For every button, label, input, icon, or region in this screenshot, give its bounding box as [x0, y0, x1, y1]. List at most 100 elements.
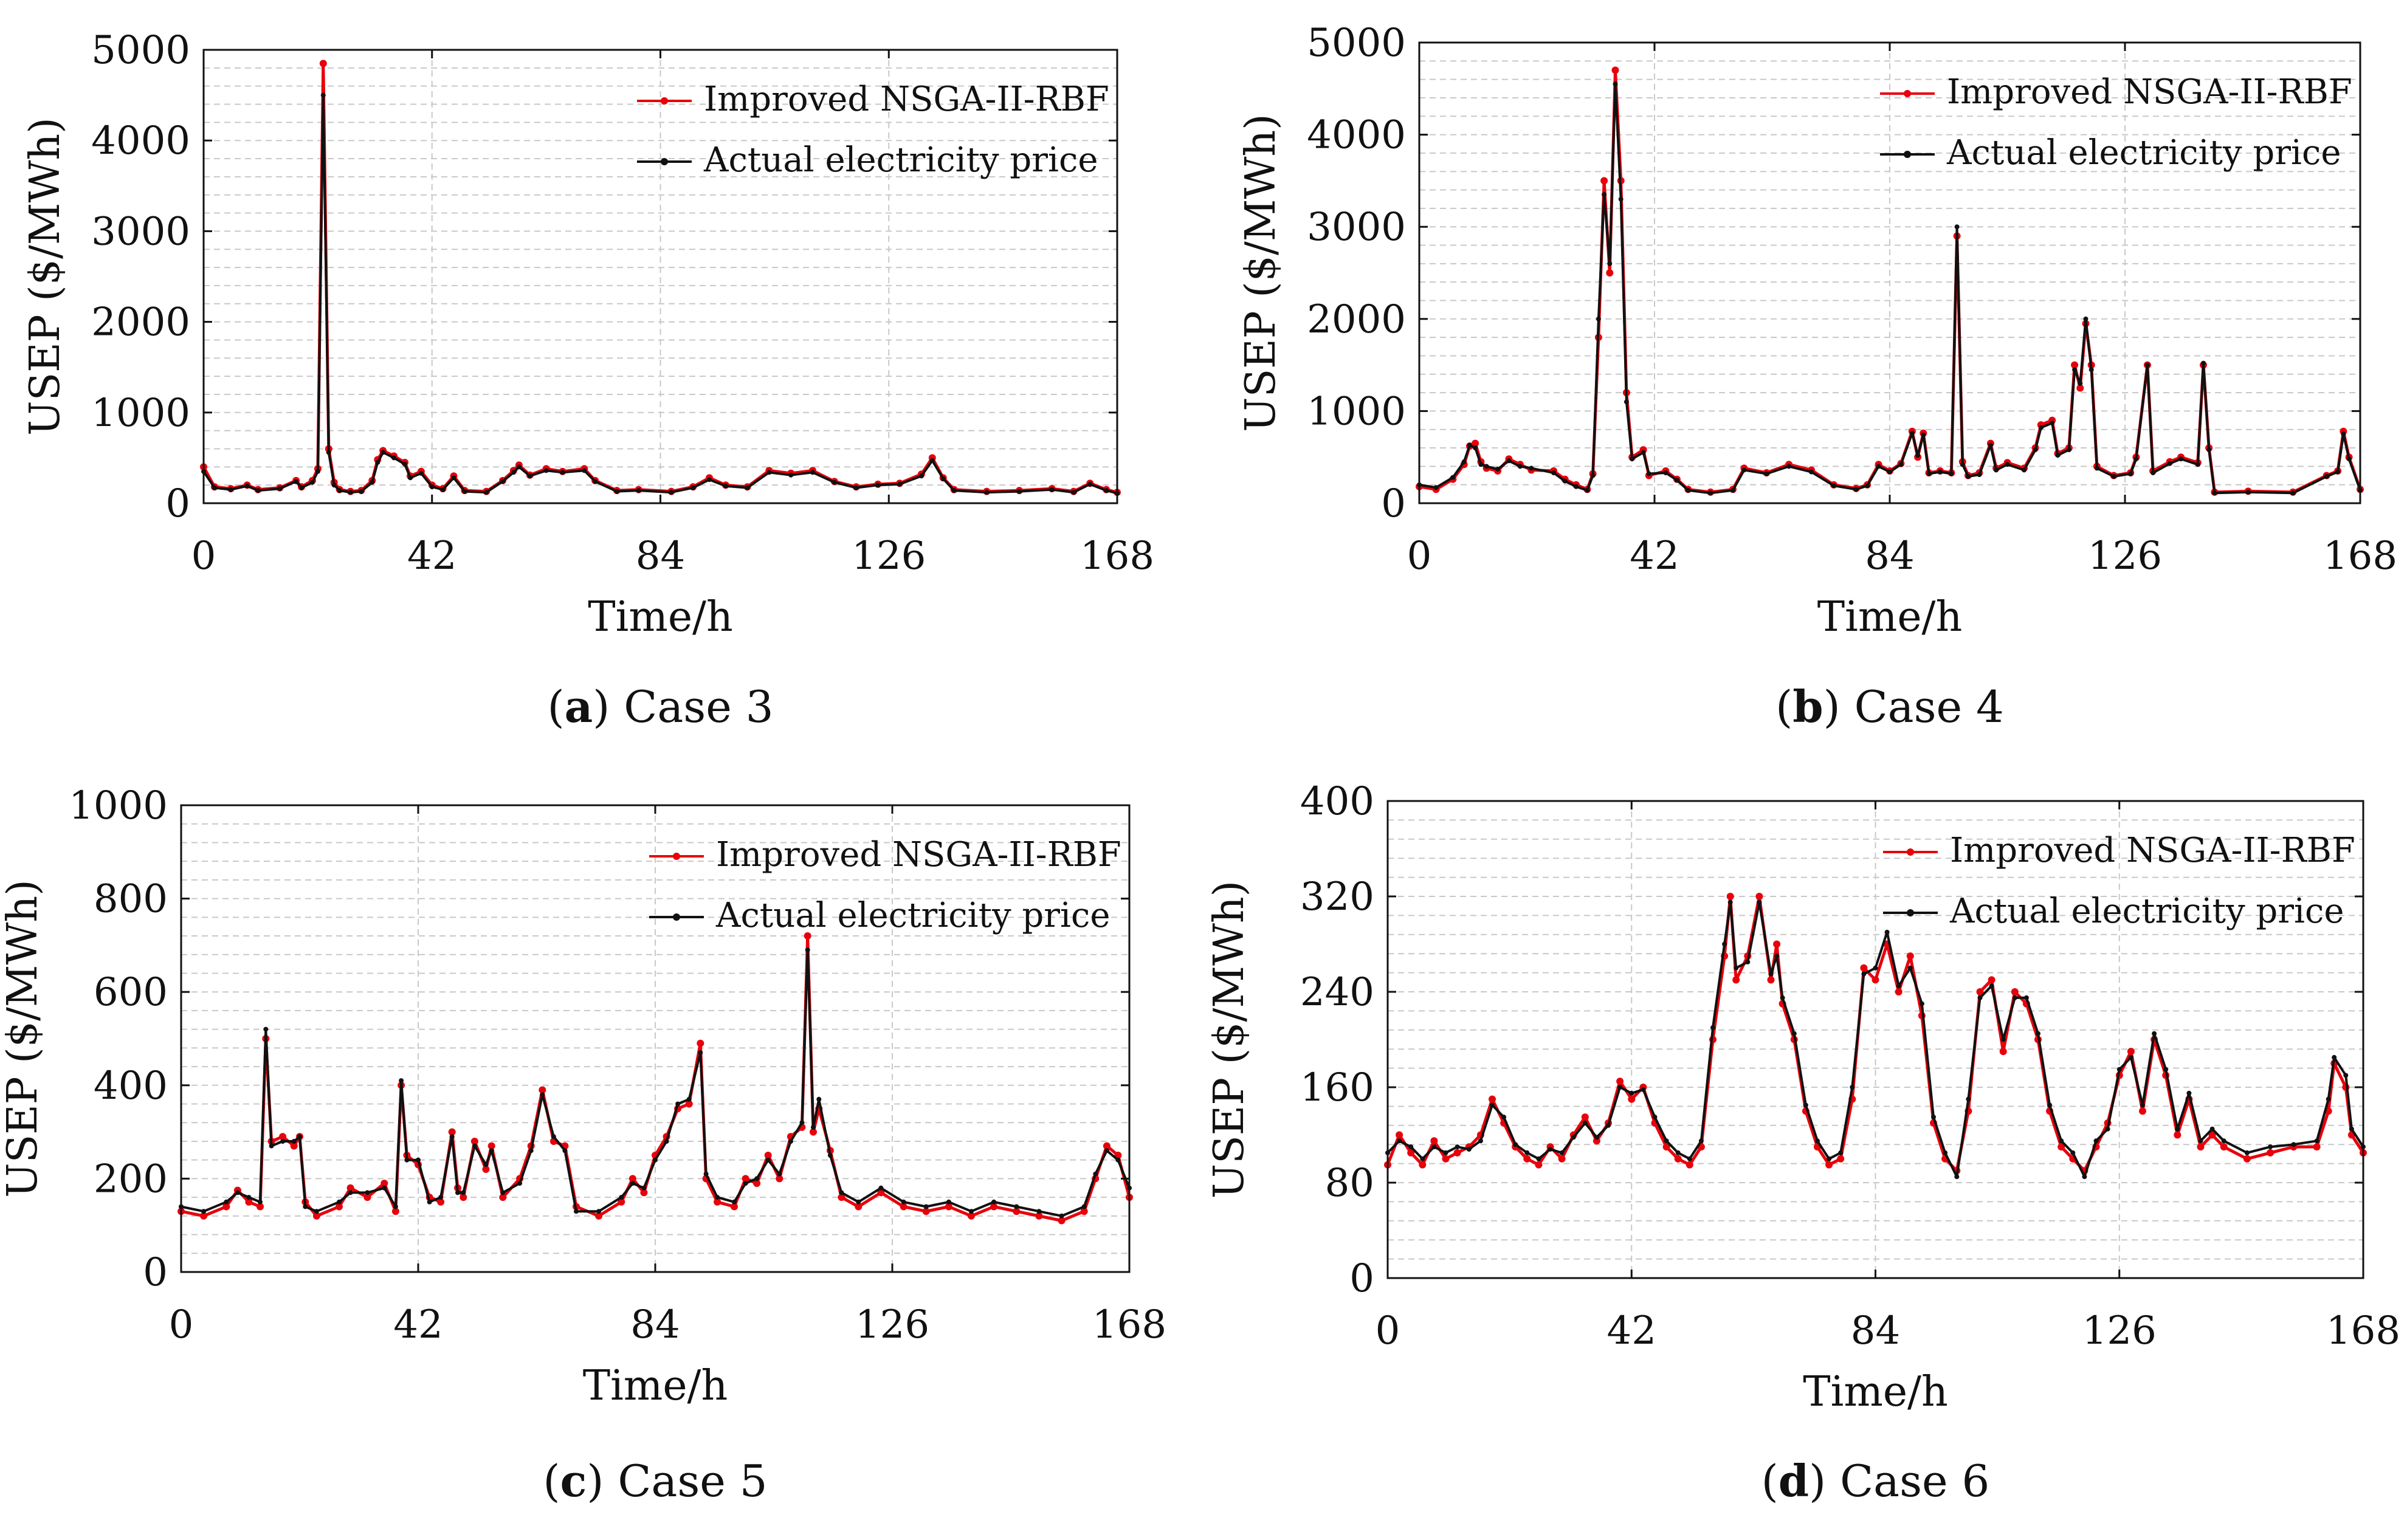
data-point	[2349, 1126, 2354, 1132]
xtick-label: 168	[1080, 534, 1154, 579]
data-point	[279, 1133, 287, 1141]
data-point	[1472, 439, 1479, 447]
xtick-label: 126	[2082, 1308, 2157, 1353]
data-point	[1764, 471, 1769, 476]
data-point	[500, 1190, 506, 1195]
data-point	[375, 459, 381, 465]
y-axis-label: USEP ($/MWh)	[1237, 114, 1285, 431]
data-point	[1773, 940, 1781, 948]
data-point	[470, 1138, 478, 1145]
data-point	[2022, 467, 2027, 473]
data-point	[1036, 1209, 1042, 1214]
data-point	[437, 1198, 445, 1206]
data-point	[1674, 478, 1679, 483]
data-point	[1628, 1095, 1636, 1103]
data-point	[856, 1199, 861, 1205]
data-point	[669, 490, 674, 495]
data-point	[511, 470, 516, 475]
data-point	[222, 1203, 230, 1211]
data-point	[1767, 976, 1775, 984]
panel-caption: (a) Case 3	[548, 681, 774, 732]
data-point	[1915, 453, 1921, 458]
data-point	[832, 480, 837, 485]
data-point	[303, 1204, 308, 1209]
data-point	[1594, 1135, 1599, 1140]
data-point	[391, 455, 397, 461]
data-point	[618, 1198, 625, 1206]
data-point	[1641, 450, 1646, 455]
data-point	[2245, 489, 2251, 495]
data-point	[2023, 995, 2029, 1000]
data-point	[1884, 929, 1890, 935]
data-point	[370, 480, 375, 485]
data-point	[1478, 1138, 1483, 1144]
series-line	[1386, 901, 2364, 1178]
series-line	[181, 934, 1131, 1222]
ytick-label: 160	[1300, 1065, 1374, 1110]
data-point	[280, 1139, 286, 1144]
data-point	[1860, 964, 1868, 972]
data-point	[1071, 490, 1076, 495]
data-point	[595, 1212, 603, 1220]
data-point	[1466, 1147, 1472, 1152]
data-point	[951, 488, 957, 493]
panel-letter: d	[1779, 1455, 1809, 1507]
data-point	[1732, 976, 1740, 984]
data-point	[255, 488, 261, 493]
ytick-label: 4000	[91, 119, 190, 163]
x-axis-label: Time/h	[1803, 1368, 1948, 1416]
data-point	[1115, 1157, 1121, 1163]
data-point	[314, 1209, 319, 1214]
data-point	[517, 1181, 523, 1186]
data-point	[827, 1153, 833, 1158]
data-point	[2326, 1096, 2331, 1102]
data-point	[483, 1162, 489, 1167]
data-point	[2071, 361, 2079, 369]
data-point	[743, 1181, 748, 1186]
data-point	[1999, 1048, 2007, 1056]
data-point	[754, 1176, 760, 1181]
data-point	[1734, 965, 1739, 971]
data-point	[1396, 1131, 1403, 1139]
data-point	[1994, 467, 1999, 473]
xtick-label: 84	[1851, 1308, 1900, 1353]
data-point	[2150, 470, 2156, 475]
data-point	[418, 470, 424, 476]
data-point	[277, 486, 283, 492]
data-point	[766, 470, 772, 475]
data-point	[348, 490, 353, 495]
data-point	[1014, 1204, 1019, 1209]
data-point	[1861, 971, 1867, 977]
data-point	[990, 1203, 998, 1211]
data-point	[1664, 1138, 1669, 1144]
data-point	[1501, 1115, 1507, 1120]
data-point	[337, 488, 342, 493]
xtick-label: 126	[2088, 534, 2162, 579]
legend-label: Actual electricity price	[1949, 892, 2344, 931]
ytick-label: 3000	[1307, 205, 1406, 250]
data-point	[416, 1157, 421, 1163]
data-point	[391, 1208, 399, 1215]
data-point	[2206, 447, 2212, 453]
data-point	[320, 92, 326, 98]
data-point	[2267, 1149, 2274, 1157]
data-point	[1652, 1115, 1658, 1120]
data-point	[1872, 976, 1879, 984]
legend-marker	[661, 97, 668, 105]
data-point	[1825, 1161, 1833, 1169]
data-point	[1582, 1120, 1588, 1126]
data-point	[2012, 995, 2017, 1000]
data-point	[2243, 1155, 2251, 1163]
data-point	[315, 469, 320, 474]
data-point	[2332, 1054, 2337, 1060]
legend: Improved NSGA-II-RBF Actual electricity p…	[1883, 831, 2355, 931]
data-point	[263, 1026, 269, 1032]
data-point	[427, 1199, 432, 1205]
data-point	[1722, 941, 1727, 947]
data-point	[1630, 456, 1635, 462]
data-point	[582, 468, 587, 473]
data-point	[1506, 458, 1512, 464]
data-point	[1513, 1142, 1518, 1147]
data-point	[560, 470, 565, 475]
